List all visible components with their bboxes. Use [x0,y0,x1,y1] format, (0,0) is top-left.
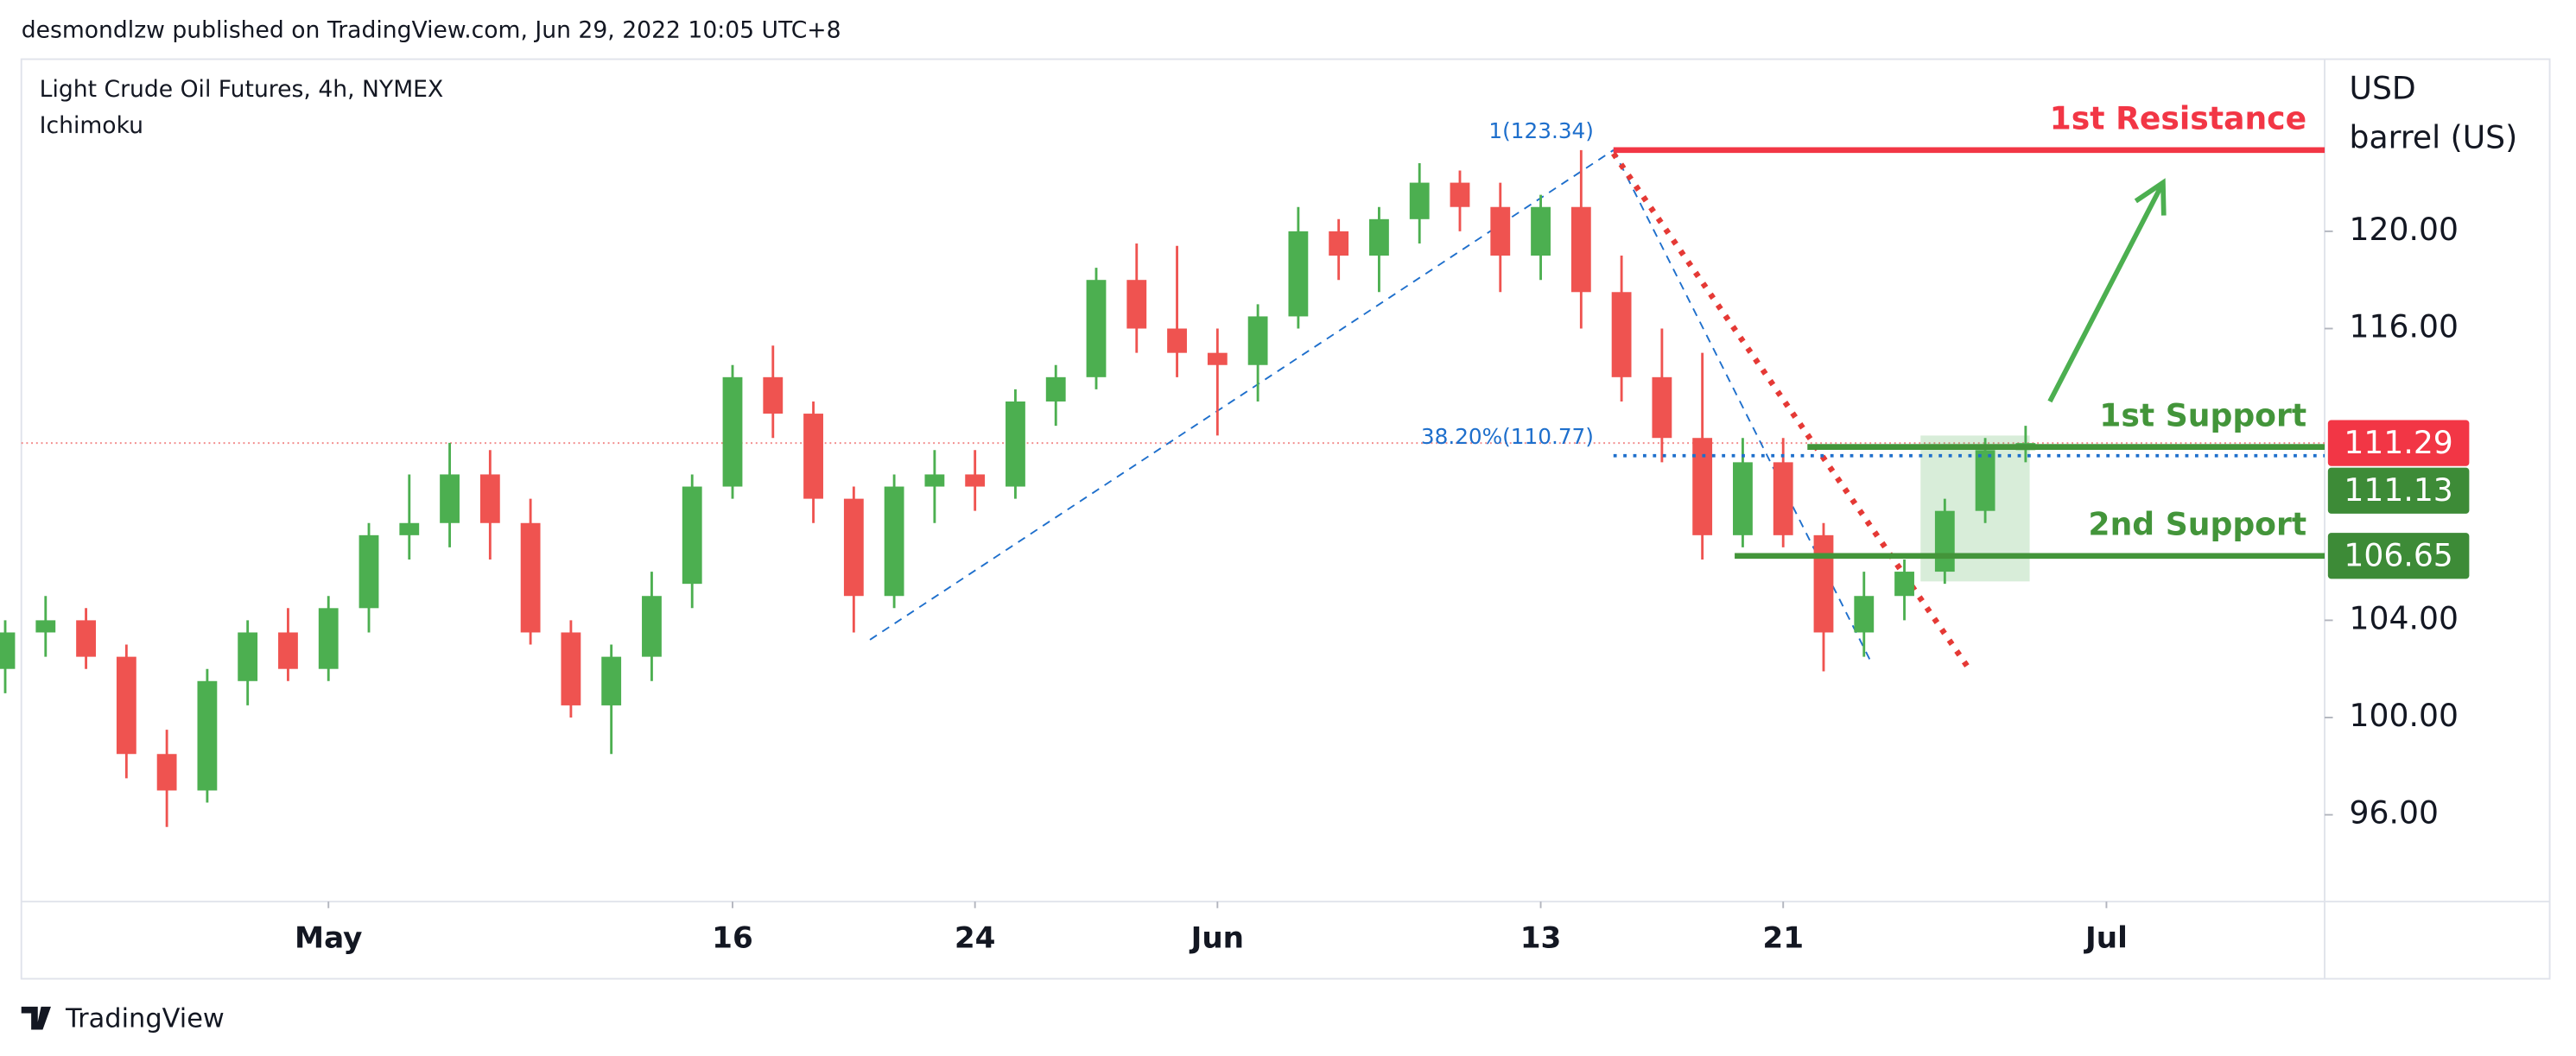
logo-mark [21,1006,51,1030]
price-tag-label: 106.65 [2344,537,2452,574]
candle-body [1934,510,1955,572]
candle-body [0,632,16,669]
x-tick-label: May [295,920,362,955]
candle-body [440,474,460,523]
arrow-head [2134,178,2167,216]
candle-body [1247,316,1268,365]
currency: USD [2350,70,2416,107]
candle-body [1611,292,1632,377]
fib-label: 38.20%(110.77) [1421,424,1594,449]
price-tag [2327,420,2470,466]
candle-body [642,596,662,657]
candle-body [1733,462,1753,535]
price-tag-label: 111.13 [2344,471,2452,509]
candle-body [1288,231,1309,317]
x-tick-label: 13 [1520,920,1562,955]
candle-body [965,474,986,487]
fib-label: 1(123.34) [1488,118,1594,143]
candle-body [1409,182,1430,219]
candle-body [601,656,622,705]
x-tick-label: 24 [955,920,996,955]
x-tick-label: Jul [2084,920,2128,955]
candle-body [682,486,702,585]
price-tag [2327,533,2470,579]
indicator: Ichimoku [40,112,143,139]
level-label: 1st Resistance [2050,100,2306,137]
candle-body [1531,206,1551,256]
y-tick-label: 116.00 [2350,308,2459,345]
publisher: desmondlzw published on TradingView.com,… [22,17,841,44]
candle-body [722,376,743,487]
x-tick-label: Jun [1190,920,1244,955]
candle-body [1854,596,1875,633]
arrow [2047,178,2167,403]
candle-body [1813,534,1834,633]
price-tag [2327,467,2470,514]
y-tick-label: 96.00 [2350,794,2439,832]
x-tick-label: 21 [1762,920,1804,955]
candle-body [803,414,823,499]
candle-body [1975,450,1995,511]
candle-body [520,522,541,633]
y-tick-label: 100.00 [2350,697,2459,734]
candle-body [1490,206,1511,256]
y-tick-label: 120.00 [2350,211,2459,248]
candle-body [1369,218,1389,256]
unit: barrel (US) [2350,119,2518,156]
candle-body [399,522,420,535]
arrow-shaft [2047,181,2166,403]
chart-title: Light Crude Oil Futures, 4h, NYMEX [40,76,444,103]
candle-body [238,632,258,681]
y-tick-label: 104.00 [2350,599,2459,636]
frame [20,58,2551,980]
candle-body [1692,438,1713,535]
candle-body [278,632,298,669]
candle-body [1570,206,1591,293]
candle-body [479,474,500,523]
candle-body [1207,352,1228,365]
x-tick-label: 16 [712,920,753,955]
candle-body [318,608,339,669]
candle-body [1126,280,1147,329]
candle-body [763,376,784,414]
candle-body [116,656,136,755]
candle-body [76,620,96,657]
candle-body [1652,376,1672,439]
candle-body [1167,328,1187,353]
candle-body [197,680,218,791]
candle-body [358,534,379,609]
candle-body [1045,376,1066,402]
candle-body [1894,572,1914,597]
plot [0,147,2325,827]
trend-line [869,149,1615,641]
logo: TradingView [21,1004,225,1034]
candle-body [1006,401,1025,487]
level-label: 2nd Support [2088,506,2306,543]
brand: TradingView [65,1004,225,1034]
candle-body [1086,280,1107,377]
candle-body [1773,462,1793,535]
level-label: 1st Support [2099,396,2306,433]
candle-body [1450,182,1470,207]
candle-body [561,632,581,705]
candle-body [1329,231,1349,256]
candle-body [924,474,945,487]
candle-body [35,620,56,633]
candle-body [156,754,177,791]
candle-body [884,486,904,597]
candle-body [843,498,864,597]
price-tag-label: 111.29 [2344,424,2452,461]
